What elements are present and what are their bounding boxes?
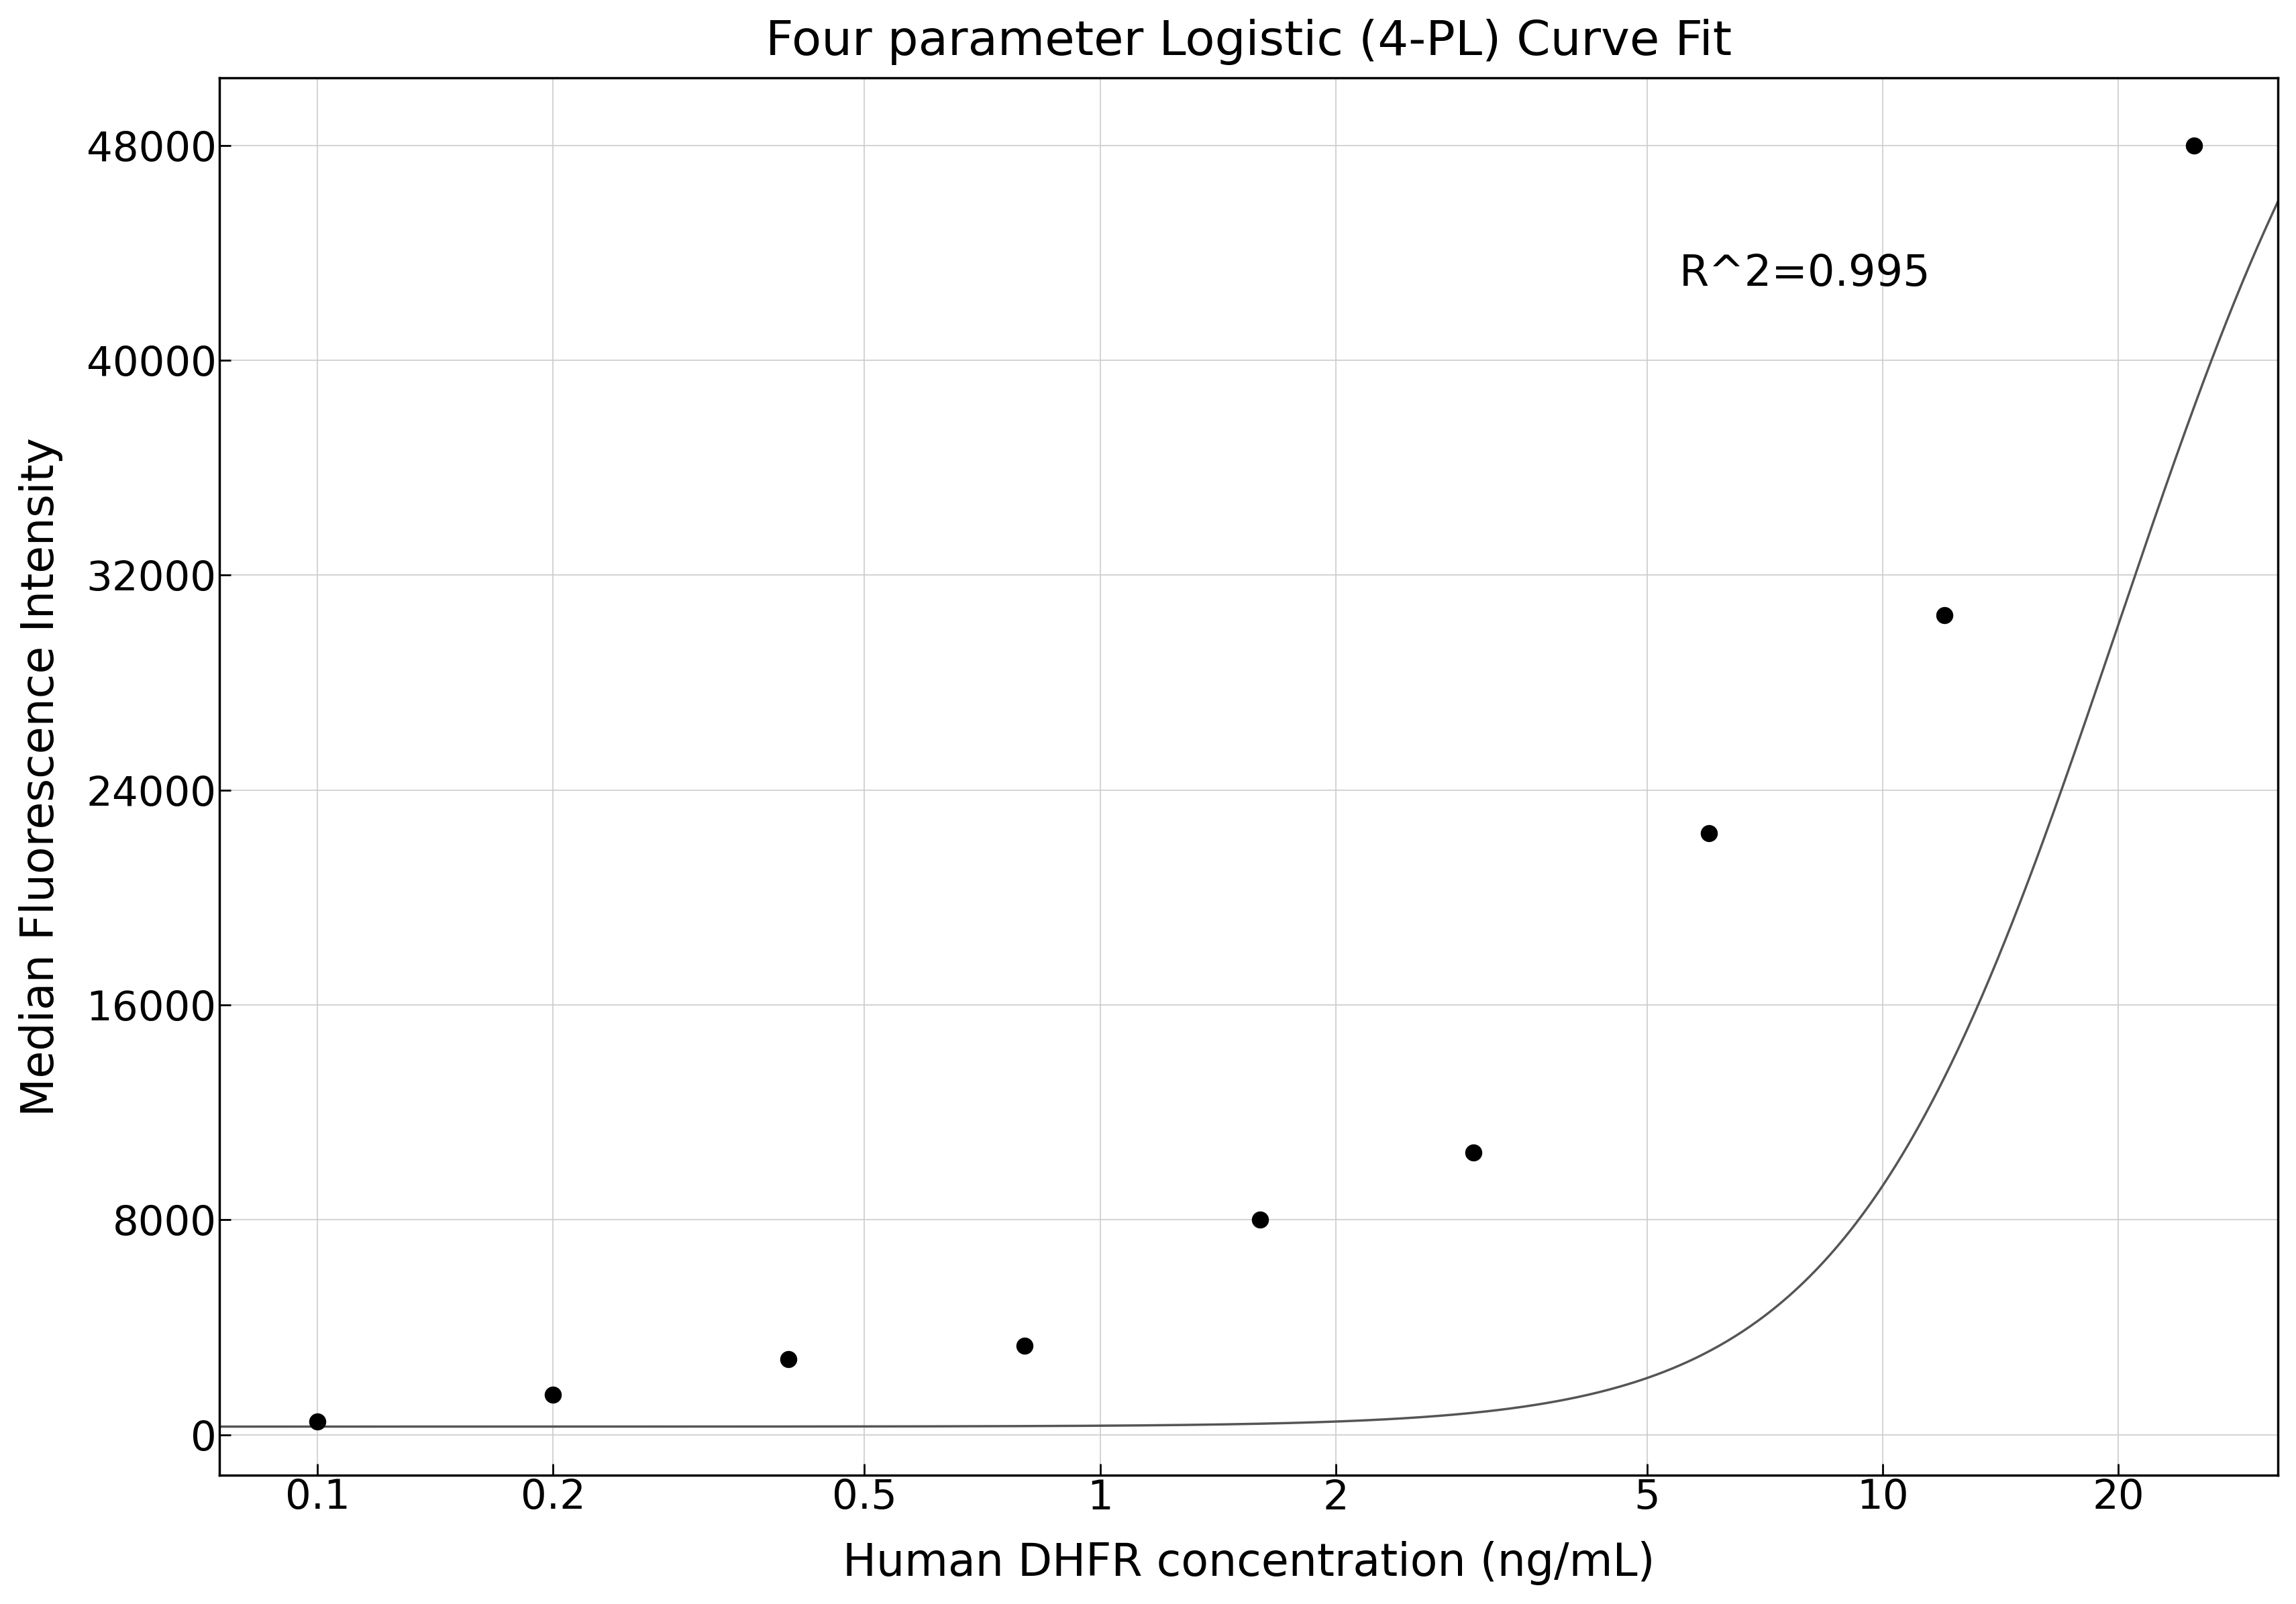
Point bbox=[535, 1381, 572, 1407]
Point bbox=[1690, 820, 1727, 845]
Point bbox=[1926, 603, 1963, 629]
Point bbox=[1006, 1333, 1042, 1359]
Text: R^2=0.995: R^2=0.995 bbox=[1678, 253, 1931, 295]
Point bbox=[1242, 1206, 1279, 1232]
Point bbox=[298, 1408, 335, 1434]
Title: Four parameter Logistic (4-PL) Curve Fit: Four parameter Logistic (4-PL) Curve Fit bbox=[765, 19, 1731, 64]
Point bbox=[1456, 1140, 1492, 1166]
Point bbox=[769, 1347, 806, 1373]
Point bbox=[2174, 133, 2211, 159]
X-axis label: Human DHFR concentration (ng/mL): Human DHFR concentration (ng/mL) bbox=[843, 1541, 1655, 1585]
Y-axis label: Median Fluorescence Intensity: Median Fluorescence Intensity bbox=[18, 438, 62, 1116]
